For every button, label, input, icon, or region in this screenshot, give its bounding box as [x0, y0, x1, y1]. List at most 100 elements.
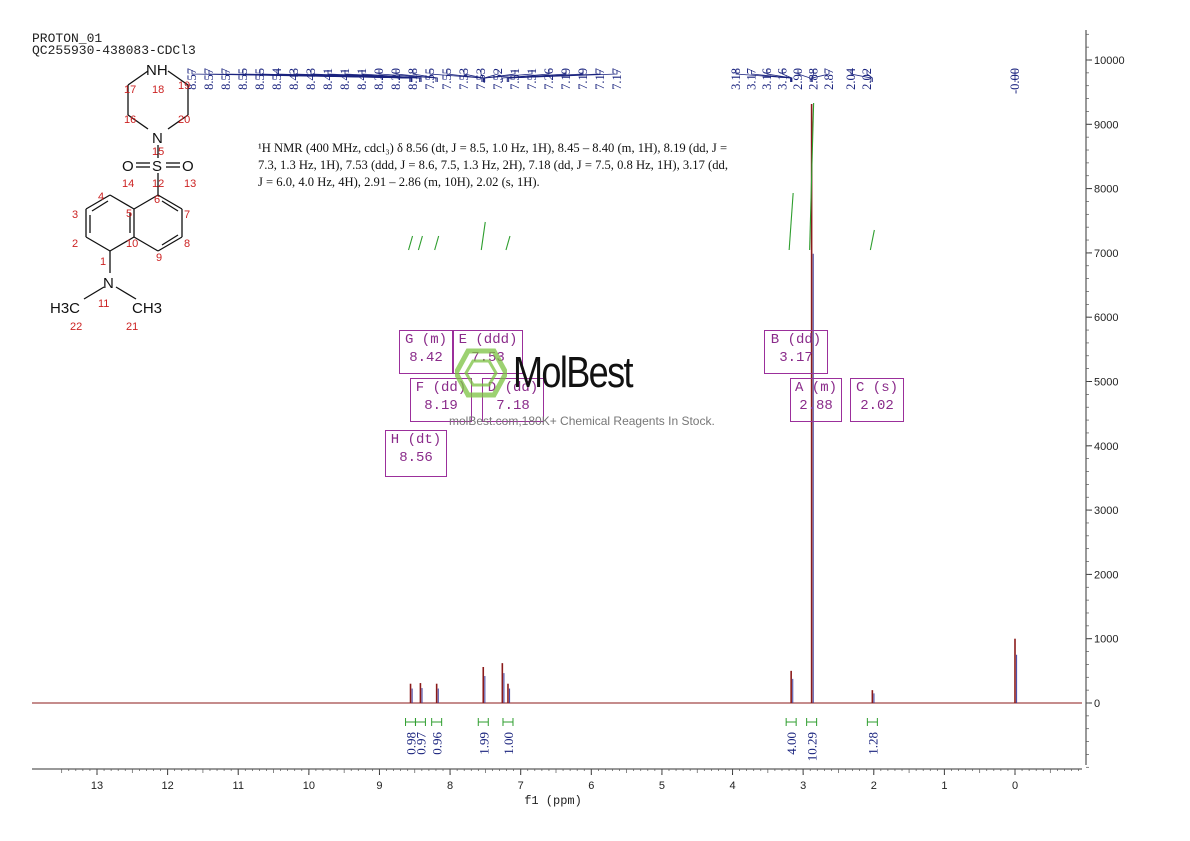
peak-box-label: E (ddd) — [458, 332, 518, 348]
x-axis-ticks: 13 12 11 10 9 8 7 6 5 4 3 2 1 0 — [61, 769, 1079, 792]
atom-label: S — [152, 158, 162, 175]
molbest-brand: MolBest — [513, 348, 634, 397]
peak-box-f: F (dd) 8.19 — [410, 378, 472, 422]
x-tick-label: 6 — [588, 780, 594, 792]
atom-number: 12 — [152, 178, 164, 190]
atom-number: 21 — [126, 321, 138, 333]
peak-box-label: C (s) — [855, 380, 898, 396]
x-tick-label: 11 — [233, 780, 244, 792]
atom-number: 20 — [178, 114, 190, 126]
experiment-title: PROTON_01 — [32, 31, 103, 46]
peak-label: 8.57 — [219, 68, 233, 90]
integral-curve — [434, 235, 440, 251]
peak-box-label: G (m) — [404, 332, 447, 348]
x-tick-label: 5 — [659, 780, 665, 792]
atom-number: 17 — [124, 84, 136, 96]
structure-numbers: 17 18 19 16 20 15 14 12 13 3 4 5 6 7 2 1… — [70, 80, 196, 333]
x-tick-label: 8 — [447, 780, 453, 792]
atom-number: 1 — [100, 256, 106, 268]
peak-box-c: C (s) 2.02 — [850, 378, 904, 422]
integral-value-label: 1.00 — [501, 732, 516, 755]
integral-value-label: 0.96 — [430, 732, 445, 755]
peak-box-shift: 8.56 — [399, 450, 433, 466]
x-tick-label: 12 — [161, 780, 173, 792]
x-tick-label: 1 — [941, 780, 947, 792]
peak-label: 7.55 — [440, 68, 454, 90]
peak-label: 8.55 — [236, 68, 250, 90]
peak-label: 7.17 — [593, 68, 607, 90]
peak-label-leader — [506, 70, 584, 82]
peak-label: 8.18 — [406, 68, 420, 90]
peak-label: 3.16 — [760, 68, 774, 90]
peak-label: 7.51 — [525, 68, 539, 90]
integral-curve — [788, 192, 794, 251]
peak-label: 8.57 — [202, 68, 216, 90]
integral-value-label: 0.97 — [413, 732, 428, 755]
peak-box-shift: 2.02 — [860, 398, 894, 414]
y-tick-label: 4000 — [1094, 441, 1118, 453]
molbest-watermark: MolBest — [455, 348, 665, 398]
x-tick-label: 4 — [729, 780, 735, 792]
peak-box-shift: 8.42 — [409, 350, 443, 366]
peak-label: 7.19 — [559, 68, 573, 90]
peak-label: 7.51 — [508, 68, 522, 90]
peak-label: 2.88 — [807, 68, 821, 90]
structure-atoms: NH N S O O N H3C CH3 — [50, 62, 194, 317]
integral-curve — [869, 229, 875, 251]
y-tick-label: 3000 — [1094, 505, 1118, 517]
integral-value-label: 1.99 — [476, 732, 491, 755]
peak-label-leader — [782, 70, 793, 82]
peak-label: 8.43 — [287, 68, 301, 90]
peak-label-leader — [361, 70, 422, 82]
peak-box-shift: 8.19 — [424, 398, 458, 414]
integral-curves — [405, 102, 878, 726]
x-tick-label: 2 — [871, 780, 877, 792]
peak-label: 8.43 — [304, 68, 318, 90]
x-tick-label: 13 — [91, 780, 103, 792]
integral-curve — [809, 102, 815, 251]
integral-curve — [417, 235, 423, 251]
peak-box-shift: 2.88 — [799, 398, 833, 414]
peak-label: 7.52 — [491, 68, 505, 90]
integral-value-label: 10.29 — [805, 732, 820, 761]
y-axis-ticks: 0 1000 2000 3000 4000 5000 6000 7000 8000 9000 100… — [1086, 33, 1125, 768]
peak-label-leader — [508, 70, 618, 82]
molecule-structure: NH N S O O N H3C CH3 17 18 19 16 20 15 1… — [50, 62, 196, 333]
peak-box-g: G (m) 8.42 — [399, 330, 453, 374]
axes — [32, 30, 1087, 770]
atom-label: NH — [146, 62, 168, 79]
peak-label: 8.20 — [389, 68, 403, 90]
peak-label: 2.87 — [822, 68, 836, 90]
atom-number: 22 — [70, 321, 82, 333]
peak-label-leader — [797, 70, 811, 82]
atom-number: 9 — [156, 252, 162, 264]
atom-label: N — [152, 130, 163, 147]
y-tick-label: 10000 — [1094, 55, 1125, 67]
peak-label: 7.55 — [423, 68, 437, 90]
atom-number: 5 — [126, 208, 132, 220]
molbest-tagline: molBest.com,180K+ Chemical Reagents In S… — [449, 414, 715, 428]
x-axis-label: f1 (ppm) — [524, 794, 582, 808]
y-tick-label: 1000 — [1094, 634, 1118, 646]
peak-label: 7.26 — [542, 68, 556, 90]
peak-box-shift: 7.18 — [496, 398, 530, 414]
peak-label-leader — [811, 70, 814, 82]
integral-curve — [408, 235, 414, 251]
peak-label: 8.57 — [185, 68, 199, 90]
atom-label: O — [122, 158, 134, 175]
peak-label: 8.41 — [321, 68, 335, 90]
peak-label: 7.19 — [576, 68, 590, 90]
peak-label-leader — [446, 70, 483, 82]
y-tick-label: 2000 — [1094, 569, 1118, 581]
peak-label-leader — [480, 70, 484, 82]
spectrum-trace — [32, 104, 1082, 704]
peak-label-leader — [850, 70, 872, 82]
peak-label: 8.20 — [372, 68, 386, 90]
atom-number: 7 — [184, 209, 190, 221]
peak-label: 7.17 — [610, 68, 624, 90]
atom-number: 13 — [184, 178, 196, 190]
peak-box-label: H (dt) — [390, 432, 442, 448]
peak-label: 3.18 — [729, 68, 743, 90]
peak-box-a: A (m) 2.88 — [790, 378, 842, 422]
